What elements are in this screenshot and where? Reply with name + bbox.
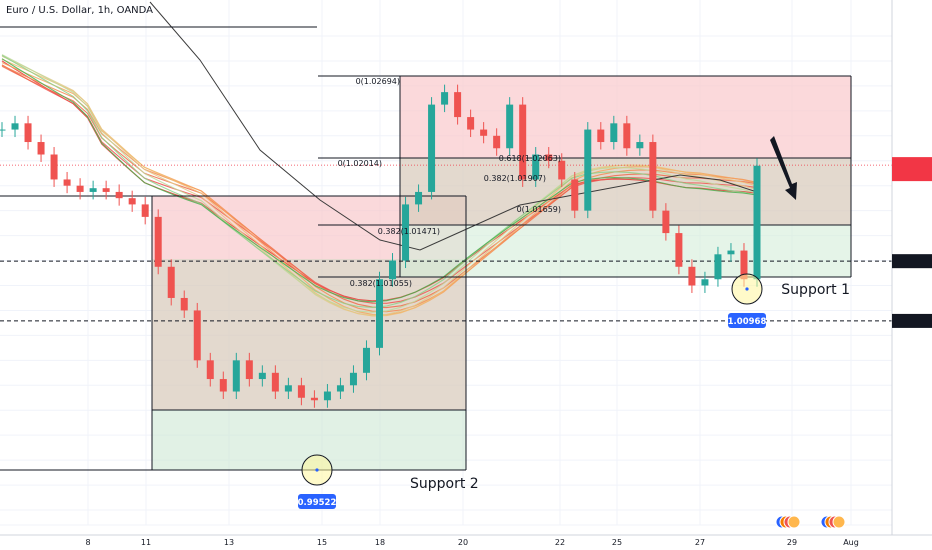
x-tick-label: 8 — [85, 538, 90, 547]
candle-body — [701, 279, 709, 286]
price-axis-background — [892, 0, 932, 550]
price-level-tag — [892, 254, 932, 269]
target-zone-right — [400, 225, 851, 277]
candle-body — [258, 372, 266, 380]
x-tick-label: 18 — [375, 538, 385, 547]
candle-body — [232, 360, 240, 392]
candle-body — [584, 129, 592, 211]
candle-body — [310, 397, 318, 401]
candle-body — [402, 204, 410, 261]
x-tick-label: 25 — [612, 538, 622, 547]
candle-body — [76, 185, 84, 192]
candle-body — [571, 179, 579, 211]
support-2-label: Support 2 — [410, 476, 479, 492]
candle-body — [193, 310, 201, 361]
candle-body — [284, 385, 292, 392]
candle-body — [154, 216, 162, 267]
fib-label-right: 0(1.02694) — [356, 77, 400, 86]
candle-body — [180, 297, 188, 311]
support-marker-dot — [315, 468, 319, 472]
x-tick-label: 15 — [317, 538, 327, 547]
marker-price-label: 1.00968 — [728, 317, 767, 327]
candle-body — [688, 266, 696, 286]
candle-body — [245, 360, 253, 380]
box-zone-right — [400, 158, 851, 225]
price-level-tag — [892, 313, 932, 328]
fib-label-right: 0.618(1.02063) — [499, 154, 561, 163]
candle-body — [493, 135, 501, 149]
candle-body — [545, 154, 553, 161]
candle-body — [649, 142, 657, 211]
candle-body — [467, 117, 475, 130]
x-tick-label: 11 — [141, 538, 151, 547]
candle-body — [389, 260, 397, 280]
candle-body — [89, 188, 97, 192]
candle-body — [128, 198, 136, 205]
chart-title: Euro / U.S. Dollar, 1h, OANDA — [6, 5, 154, 16]
candle-body — [206, 360, 214, 380]
candle-body — [115, 191, 123, 199]
x-tick-label: 27 — [695, 538, 705, 547]
fib-label-left: 0.382(1.01055) — [350, 279, 412, 288]
candle-body — [376, 279, 383, 348]
economic-event-icon — [832, 515, 846, 529]
candle-body — [636, 142, 644, 149]
candle-body — [662, 210, 670, 234]
candle-body — [441, 92, 449, 105]
candle-body — [753, 165, 761, 280]
fib-label-right: 0(1.01659) — [517, 205, 561, 214]
candle-body — [480, 129, 488, 136]
candle-body — [24, 123, 32, 143]
candle-body — [532, 154, 540, 180]
candle-body — [297, 385, 305, 398]
candle-body — [415, 191, 423, 205]
candle-body — [336, 385, 344, 392]
candle-body — [714, 254, 722, 280]
fib-label-right: 0(1.02014) — [338, 159, 382, 168]
marker-price-badge — [728, 313, 766, 328]
x-tick-label: 22 — [555, 538, 565, 547]
economic-event-icon — [787, 515, 801, 529]
long-moving-average-line — [149, 1, 758, 251]
support-marker-dot — [745, 287, 749, 291]
candle-body — [623, 123, 631, 149]
x-tick-label: 20 — [458, 538, 468, 547]
candle-body — [428, 104, 436, 192]
candle-body — [349, 372, 357, 386]
fib-label-left: 0.382(1.01471) — [378, 227, 440, 236]
candle-body — [167, 266, 175, 298]
candle-body — [271, 372, 279, 392]
x-tick-label: Aug — [843, 538, 859, 547]
x-tick-label: 13 — [224, 538, 234, 547]
current-price-tag — [892, 157, 932, 182]
candle-body — [102, 188, 110, 192]
fib-label-right: 0.382(1.01907) — [484, 174, 546, 183]
candle-body — [141, 204, 149, 217]
candle-body — [362, 347, 370, 373]
candle-body — [219, 379, 227, 392]
marker-price-label: 0.99522 — [298, 498, 337, 508]
candle-body — [740, 250, 748, 280]
candle-body — [63, 179, 71, 186]
candle-body — [597, 129, 605, 143]
candle-body — [11, 123, 19, 130]
candle-body — [610, 123, 618, 143]
candle-body — [50, 154, 58, 180]
candle-body — [323, 391, 331, 401]
candle-body — [0, 129, 6, 131]
candle-body — [727, 250, 735, 255]
x-tick-label: 29 — [787, 538, 797, 547]
down-arrow-icon — [770, 136, 797, 200]
support-1-label: Support 1 — [781, 282, 850, 298]
candle-body — [519, 104, 527, 180]
candle-body — [454, 92, 462, 118]
candle-body — [558, 160, 566, 180]
marker-price-badge — [298, 494, 336, 509]
candle-body — [37, 142, 45, 155]
candle-body — [675, 233, 683, 267]
candle-body — [506, 104, 514, 149]
